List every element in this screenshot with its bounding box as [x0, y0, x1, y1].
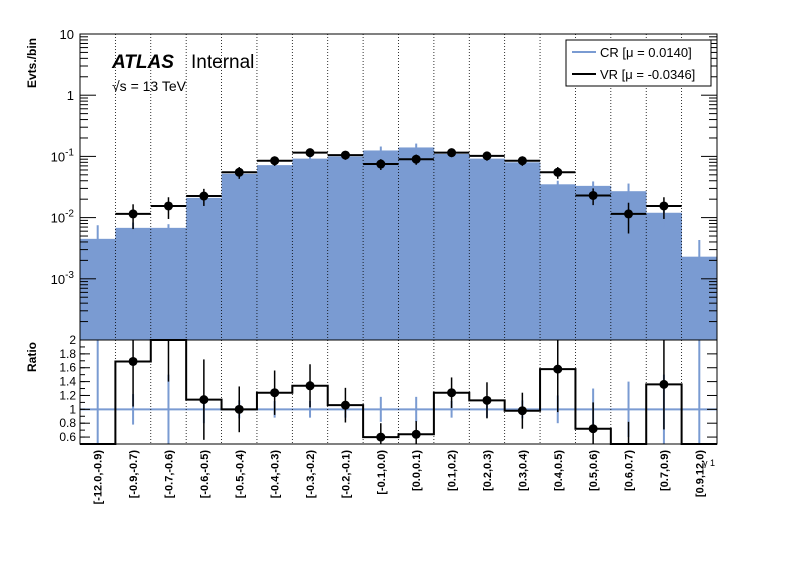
vr-point — [659, 201, 669, 211]
x-tick-label: [-0.3,-0.2) — [305, 450, 317, 499]
vr-point — [376, 159, 386, 169]
x-tick-label: [0.2,0.3) — [482, 450, 494, 491]
cr-bar — [540, 184, 576, 340]
x-tick-label: [0.4,0.5) — [553, 450, 565, 491]
vr-point — [553, 167, 563, 177]
x-tick-label: [-0.1,0.0) — [376, 450, 388, 495]
cr-bar — [363, 150, 399, 340]
cr-bar — [150, 227, 187, 340]
cr-bar — [575, 185, 612, 340]
energy-label: √s = 13 TeV — [112, 78, 187, 94]
ratio-y-tick-label: 1.4 — [59, 375, 76, 389]
y-tick-label: 1 — [67, 88, 74, 103]
ratio-point — [447, 388, 457, 398]
ratio-y-tick-label: 2 — [69, 333, 76, 347]
ratio-point — [128, 356, 138, 366]
ratio-point — [305, 381, 315, 391]
x-tick-label: [-0.9,-0.7) — [128, 450, 140, 499]
ratio-point — [340, 400, 350, 410]
x-axis-label: γ 1 — [703, 458, 715, 468]
vr-point — [128, 209, 138, 219]
x-tick-label: [0.1,0.2) — [447, 450, 459, 491]
cr-bar — [433, 153, 470, 340]
ratio-step-line — [80, 339, 717, 445]
x-tick-label: [-12.0,-0.9) — [93, 450, 105, 505]
y-tick-label: 10-1 — [51, 147, 75, 164]
legend: CR [μ = 0.0140] VR [μ = -0.0346] — [565, 39, 712, 87]
x-tick-label: [0.7,0.9) — [659, 450, 671, 491]
ratio-point — [482, 395, 492, 405]
vr-point — [163, 201, 173, 211]
ratio-point — [411, 429, 421, 439]
vr-point — [270, 156, 280, 166]
vr-point — [624, 209, 634, 219]
y-axis-label-top: Evts./bin — [25, 38, 39, 88]
x-tick-label: [0.6,0.7) — [624, 450, 636, 491]
cr-bar — [469, 158, 505, 340]
vr-point — [411, 154, 421, 164]
legend-entry: CR [μ = 0.0140] — [600, 45, 692, 60]
x-tick-label: [-0.5,-0.4) — [234, 450, 246, 499]
ratio-point — [588, 424, 598, 434]
vr-point — [234, 167, 244, 177]
ratio-y-tick-label: 1.2 — [59, 388, 76, 402]
ratio-panel: 0.60.811.21.41.61.82 [-12.0,-0.9) [-0.9,-0… — [59, 333, 718, 505]
ratio-y-tick-label: 1.8 — [59, 347, 76, 361]
x-tick-label: [-0.7,-0.6) — [163, 450, 175, 499]
legend-box — [565, 39, 712, 87]
x-tick-label: [0.3,0.4) — [517, 450, 529, 491]
atlas-sub-label: Internal — [191, 52, 254, 73]
x-tick-label: [-0.2,-0.1) — [340, 450, 352, 499]
ratio-point — [553, 364, 563, 374]
x-tick-label: [0.5,0.6) — [588, 450, 600, 491]
y-tick-label: 10 — [60, 27, 74, 42]
cr-bar — [398, 147, 435, 340]
ratio-point — [376, 432, 386, 442]
vr-point — [517, 156, 527, 166]
vr-point — [588, 190, 598, 200]
cr-bar — [292, 158, 329, 340]
ratio-y-tick-label: 0.8 — [59, 416, 76, 430]
ratio-y-tick-label: 0.6 — [59, 430, 76, 444]
x-tick-label: [-0.4,-0.3) — [270, 450, 282, 499]
vr-point — [482, 151, 492, 161]
y-tick-label: 10-3 — [51, 270, 75, 287]
top-panel: 10-3 10-2 10-1 1 10 — [51, 27, 718, 341]
vr-point — [447, 148, 457, 158]
y-axis-label-ratio: Ratio — [25, 342, 39, 372]
ratio-point — [659, 379, 669, 389]
x-tick-label: [0.9,12.0) — [694, 450, 706, 497]
ratio-y-tick-label: 1 — [69, 402, 76, 416]
cr-bar — [327, 156, 364, 340]
ratio-point — [270, 388, 280, 398]
y-tick-label: 10-2 — [51, 209, 75, 226]
cr-bar — [186, 197, 222, 340]
cr-bar — [646, 212, 682, 340]
cr-bar — [221, 173, 258, 340]
legend-entry: VR [μ = -0.0346] — [600, 67, 695, 82]
ratio-frame — [79, 339, 718, 445]
ratio-y-tick-label: 1.6 — [59, 361, 76, 375]
vr-point — [340, 150, 350, 160]
cr-bar — [115, 227, 152, 340]
x-tick-label: [0.0,0.1) — [411, 450, 423, 491]
vr-point — [199, 191, 209, 201]
atlas-label: ATLAS — [111, 52, 174, 73]
ratio-point — [199, 395, 209, 405]
x-tick-label: [-0.6,-0.5) — [199, 450, 211, 499]
ratio-point — [234, 404, 244, 414]
cr-bar — [504, 162, 541, 340]
vr-point — [305, 148, 315, 158]
ratio-point — [517, 406, 527, 416]
cr-bar — [256, 165, 293, 340]
